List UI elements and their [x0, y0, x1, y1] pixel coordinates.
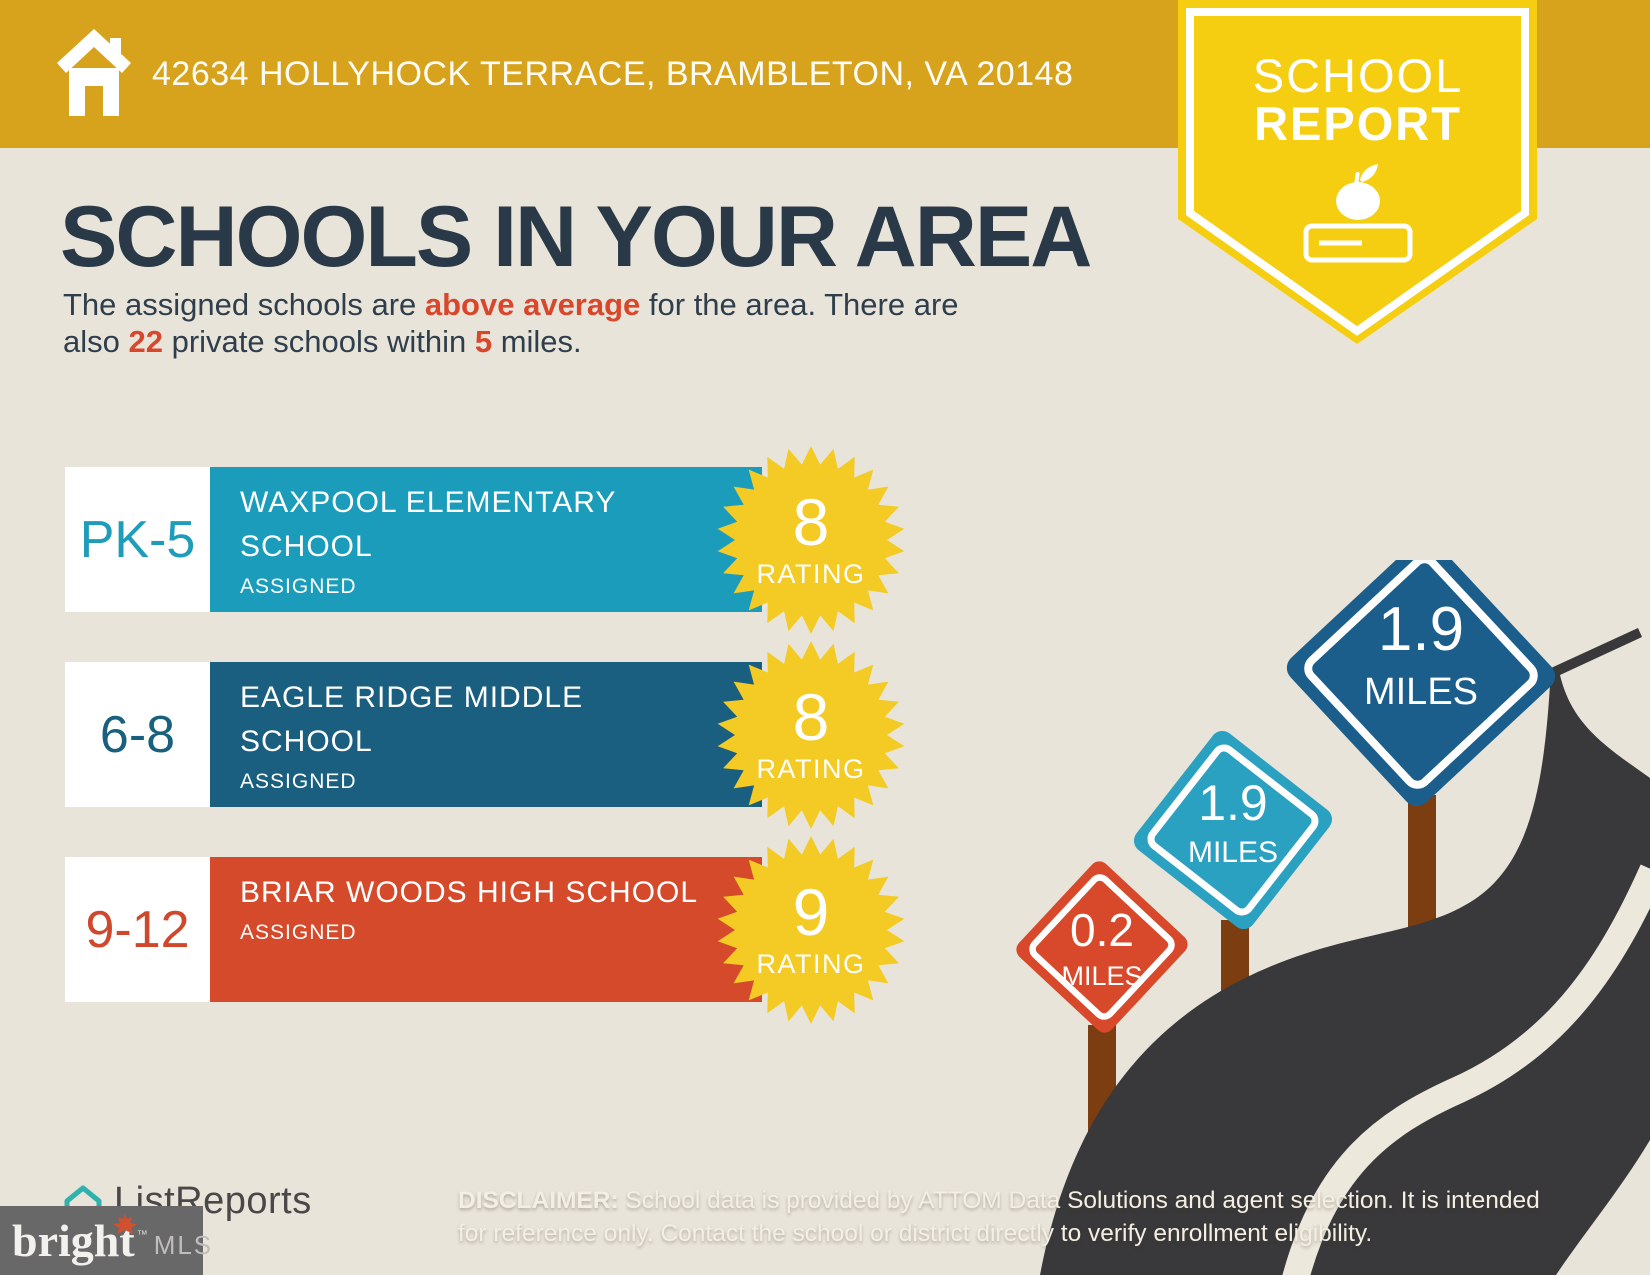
ribbon-title-line1: SCHOOL	[1253, 49, 1464, 102]
ribbon-inner-border	[1186, 8, 1529, 336]
school-row-middle: 6-8 EAGLE RIDGE MIDDLE SCHOOL ASSIGNED 8…	[0, 641, 1650, 829]
school-bar: EAGLE RIDGE MIDDLE SCHOOL ASSIGNED	[210, 662, 762, 807]
rating-label: RATING	[757, 754, 866, 784]
school-bar: WAXPOOL ELEMENTARY SCHOOL ASSIGNED	[210, 467, 762, 612]
sign-distance: 1.9	[1198, 775, 1268, 831]
rating-value: 9	[793, 875, 830, 949]
road-illustration: 0.2 MILES 1.9 MILES 1.9 MILES	[1016, 560, 1650, 1275]
road-edge-line	[1282, 864, 1650, 1275]
starburst-icon	[717, 836, 905, 1024]
road-shape	[1040, 628, 1650, 1275]
starburst-icon	[717, 446, 905, 634]
distance-sign-high	[1286, 560, 1556, 807]
apple-on-book-icon	[1303, 164, 1413, 263]
ribbon-shape	[1178, 0, 1537, 344]
rating-value: 8	[793, 680, 830, 754]
rating-label: RATING	[757, 949, 866, 979]
rating-value: 8	[793, 485, 830, 559]
school-row-elementary: PK-5 WAXPOOL ELEMENTARY SCHOOL ASSIGNED …	[0, 446, 1650, 634]
school-report-ribbon: SCHOOL REPORT	[1178, 0, 1537, 344]
radius-miles: 5	[474, 324, 493, 359]
trademark-symbol: ™	[136, 1229, 148, 1241]
bright-wordmark: bright	[12, 1215, 135, 1266]
school-name: EAGLE RIDGE MIDDLE SCHOOL	[240, 681, 584, 758]
distance-sign-elementary	[1016, 861, 1188, 1033]
mls-label: MLS	[153, 1230, 214, 1260]
intro-paragraph: The assigned schools are above average f…	[63, 286, 1093, 360]
grade-range-label: 9-12	[65, 857, 210, 1002]
rating-badge: 9 RATING	[717, 836, 905, 1024]
rating-badge: 8 RATING	[717, 641, 905, 829]
rating-badge: 8 RATING	[717, 446, 905, 634]
maple-leaf-icon	[113, 1214, 137, 1234]
school-name: WAXPOOL ELEMENTARY SCHOOL	[240, 486, 616, 563]
school-row-high: 9-12 BRIAR WOODS HIGH SCHOOL ASSIGNED 9 …	[0, 836, 1650, 1024]
rating-label: RATING	[757, 559, 866, 589]
school-status: ASSIGNED	[240, 921, 357, 944]
property-address: 42634 HOLLYHOCK TERRACE, BRAMBLETON, VA …	[152, 54, 1074, 93]
disclaimer: DISCLAIMER: School data is provided by A…	[458, 1184, 1540, 1250]
disclaimer-line-1: DISCLAIMER: School data is provided by A…	[458, 1187, 1540, 1214]
sign-unit: MILES	[1364, 671, 1478, 713]
private-school-count: 22	[128, 324, 163, 359]
grade-range-label: 6-8	[65, 662, 210, 807]
disclaimer-label: DISCLAIMER:	[458, 1187, 619, 1214]
highlight-above-average: above average	[424, 287, 641, 322]
sign-distance: 1.9	[1378, 595, 1464, 664]
school-status: ASSIGNED	[240, 575, 357, 598]
disclaimer-line-2: for reference only. Contact the school o…	[458, 1220, 1373, 1247]
sign-unit: MILES	[1061, 961, 1142, 991]
intro-line-2: also 22 private schools within 5 miles.	[63, 324, 582, 359]
school-name: BRIAR WOODS HIGH SCHOOL	[240, 876, 699, 909]
page-title: SCHOOLS IN YOUR AREA	[60, 189, 1092, 285]
school-bar: BRIAR WOODS HIGH SCHOOL ASSIGNED	[210, 857, 762, 1002]
grade-range-label: PK-5	[65, 467, 210, 612]
ribbon-title-line2: REPORT	[1254, 97, 1462, 150]
intro-line-1: The assigned schools are above average f…	[63, 287, 959, 322]
sign-distance: 0.2	[1070, 904, 1134, 956]
distance-sign-middle	[1133, 730, 1333, 930]
sign-unit: MILES	[1188, 836, 1278, 869]
starburst-icon	[717, 641, 905, 829]
home-icon	[57, 29, 131, 116]
bright-mls-logo: bright ™ MLS	[0, 1206, 211, 1275]
school-status: ASSIGNED	[240, 770, 357, 793]
